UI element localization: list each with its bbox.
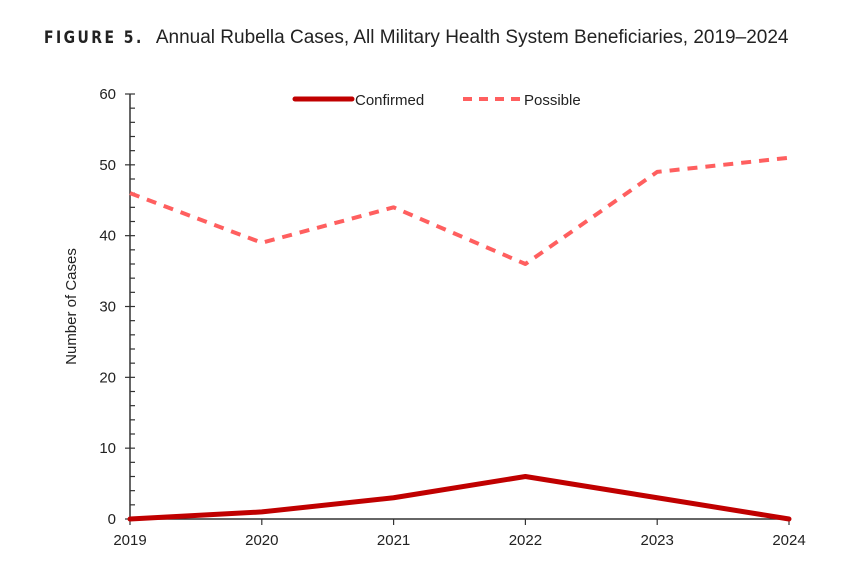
series-line-confirmed xyxy=(127,474,792,522)
series-line-possible xyxy=(129,155,790,266)
y-tick-label: 30 xyxy=(99,299,116,316)
x-tick-label: 2023 xyxy=(641,532,674,549)
figure-label: FIGURE 5. xyxy=(44,28,144,48)
figure-title: FIGURE 5. Annual Rubella Cases, All Mili… xyxy=(44,27,788,49)
legend-label-confirmed: Confirmed xyxy=(355,92,424,109)
legend-label-possible: Possible xyxy=(524,92,581,109)
x-tick-label: 2021 xyxy=(377,532,410,549)
y-tick-label: 40 xyxy=(99,228,116,245)
y-tick-label: 0 xyxy=(108,511,116,528)
y-axis-label: Number of Cases xyxy=(63,248,80,365)
y-tick-label: 50 xyxy=(99,157,116,174)
x-tick-label: 2022 xyxy=(509,532,542,549)
y-tick-label: 10 xyxy=(99,440,116,457)
x-tick-label: 2020 xyxy=(245,532,278,549)
y-tick-label: 20 xyxy=(99,369,116,386)
x-tick-label: 2019 xyxy=(113,532,146,549)
figure-title-text: Annual Rubella Cases, All Military Healt… xyxy=(155,27,789,48)
y-tick-label: 60 xyxy=(99,86,116,103)
x-tick-label: 2024 xyxy=(772,532,805,549)
